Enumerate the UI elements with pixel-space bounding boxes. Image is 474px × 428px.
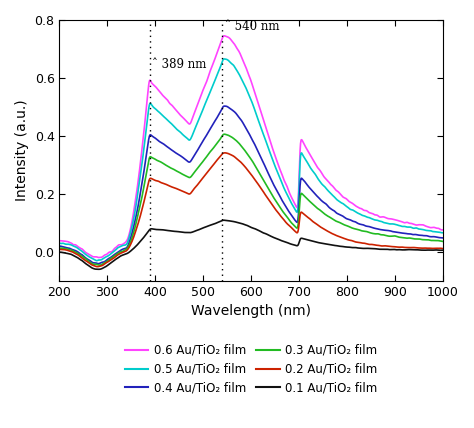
Text: ˆ 540 nm: ˆ 540 nm [225, 20, 279, 33]
Y-axis label: Intensity (a.u.): Intensity (a.u.) [15, 100, 29, 201]
X-axis label: Wavelength (nm): Wavelength (nm) [191, 304, 311, 318]
Legend: 0.6 Au/TiO₂ film, 0.5 Au/TiO₂ film, 0.4 Au/TiO₂ film, 0.3 Au/TiO₂ film, 0.2 Au/T: 0.6 Au/TiO₂ film, 0.5 Au/TiO₂ film, 0.4 … [120, 339, 383, 399]
Text: ˆ 389 nm: ˆ 389 nm [153, 58, 207, 71]
